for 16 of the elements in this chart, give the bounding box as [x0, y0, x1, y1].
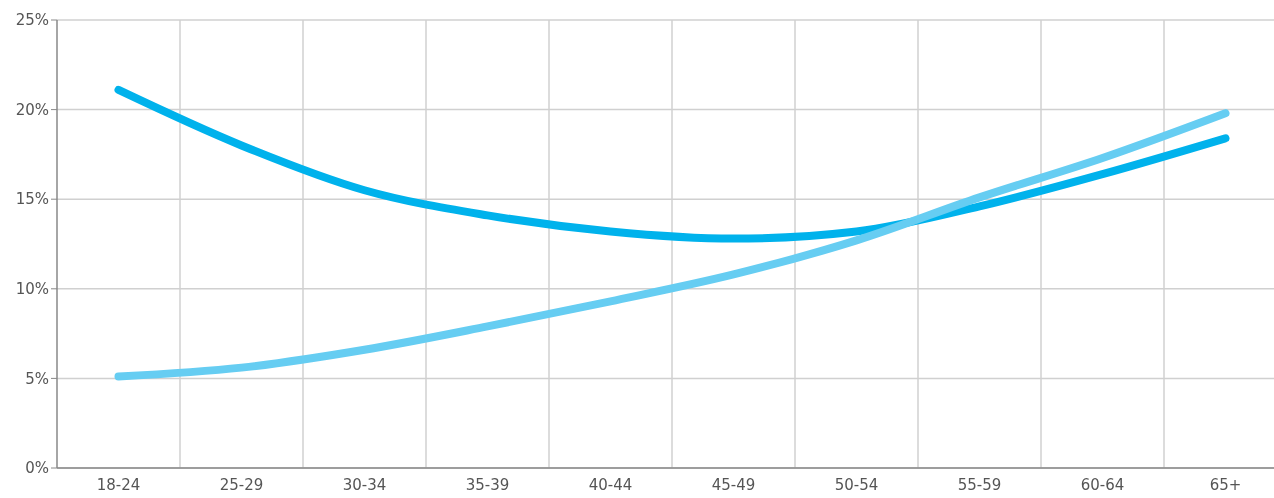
- y-tick-label: 5%: [25, 369, 49, 388]
- x-tick-label: 50-54: [834, 476, 879, 494]
- y-tick-label: 20%: [15, 100, 49, 119]
- x-tick-label: 45-49: [711, 476, 756, 494]
- x-tick-label: 18-24: [96, 476, 141, 494]
- y-tick-label: 0%: [25, 459, 49, 478]
- y-tick-label: 10%: [15, 280, 49, 299]
- y-tick-label: 25%: [15, 11, 49, 30]
- x-tick-label: 60-64: [1080, 476, 1125, 494]
- x-tick-label: 55-59: [957, 476, 1002, 494]
- x-tick-label: 35-39: [465, 476, 510, 494]
- x-tick-label: 65+: [1209, 476, 1242, 494]
- x-tick-label: 40-44: [588, 476, 633, 494]
- x-tick-label: 25-29: [219, 476, 264, 494]
- y-tick-label: 15%: [15, 190, 49, 209]
- x-tick-label: 30-34: [342, 476, 387, 494]
